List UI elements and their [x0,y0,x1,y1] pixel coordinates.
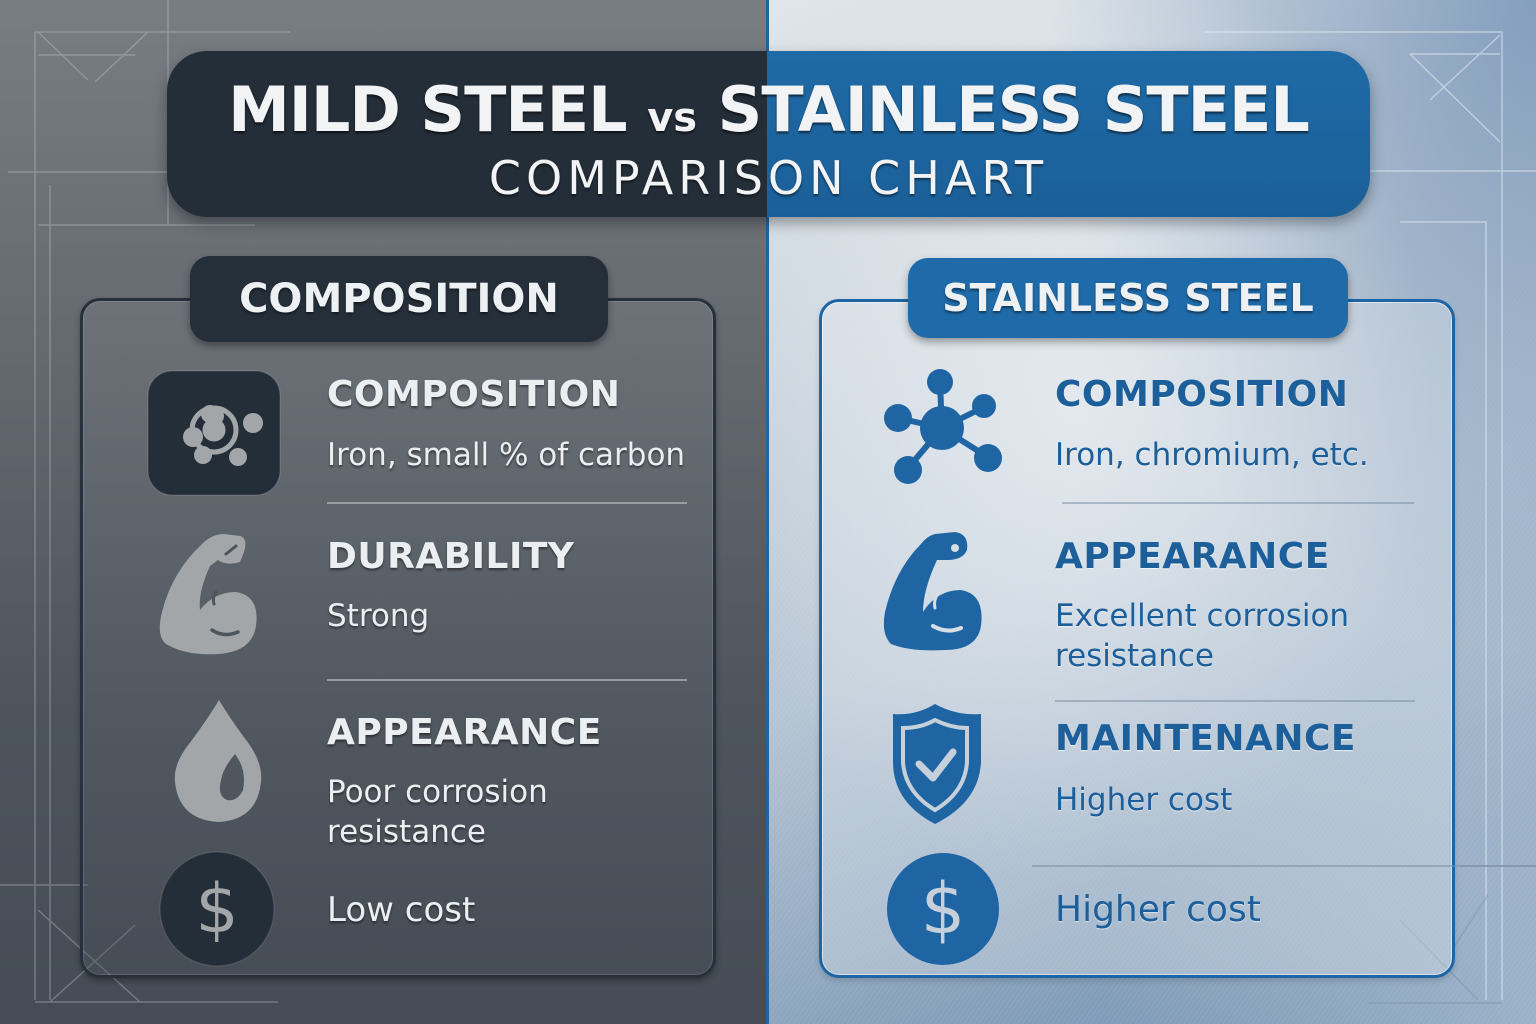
row-heading: APPEARANCE [1055,536,1330,577]
row-heading: COMPOSITION [327,374,621,415]
stainless-steel-panel-tab: STAINLESS STEEL [908,258,1348,338]
water-drop-icon [173,698,265,824]
row-heading: MAINTENANCE [1055,718,1356,759]
flexed-bicep-icon [881,530,993,654]
title-vs: vs [647,95,698,141]
row-description: Iron, small % of carbon [327,437,686,473]
flexed-bicep-icon [156,532,266,658]
center-divider [766,0,769,1024]
row-description-line1: Excellent corrosion [1055,598,1350,634]
molecule-icon [147,370,281,496]
svg-text:$: $ [195,870,238,949]
row-separator [1055,700,1415,702]
row-description: Low cost [327,890,476,930]
dollar-coin-icon: $ [885,851,1001,967]
row-separator [327,502,687,504]
title-stainless-steel: STAINLESS STEEL [717,73,1310,146]
row-heading: APPEARANCE [327,712,602,753]
page-subtitle: COMPARISON CHART [488,151,1049,205]
mild-steel-panel-tab: COMPOSITION [190,256,608,342]
shield-check-icon [891,702,1001,826]
row-description: Higher cost [1055,782,1233,818]
svg-text:$: $ [921,868,966,950]
row-heading: COMPOSITION [1055,374,1349,415]
molecule-icon [880,366,1008,490]
title-banner: MILD STEEL vs STAINLESS STEEL COMPARISON… [167,51,1370,217]
row-description: Iron, chromium, etc. [1055,437,1369,473]
row-separator [327,679,687,681]
row-separator [1062,502,1414,504]
title-mild-steel: MILD STEEL [228,73,627,146]
page-title: MILD STEEL vs STAINLESS STEEL [167,73,1370,146]
row-description: Strong [327,598,430,634]
row-description: Higher cost [1055,889,1261,930]
row-description-line2: resistance [1055,638,1214,674]
row-description-line1: Poor corrosion [327,774,548,810]
title-banner-left-half [167,51,767,217]
row-heading: DURABILITY [327,536,575,577]
title-banner-right-half [767,51,1370,217]
dollar-coin-icon: $ [158,850,276,968]
row-separator [1032,865,1536,867]
row-description-line2: resistance [327,814,486,850]
